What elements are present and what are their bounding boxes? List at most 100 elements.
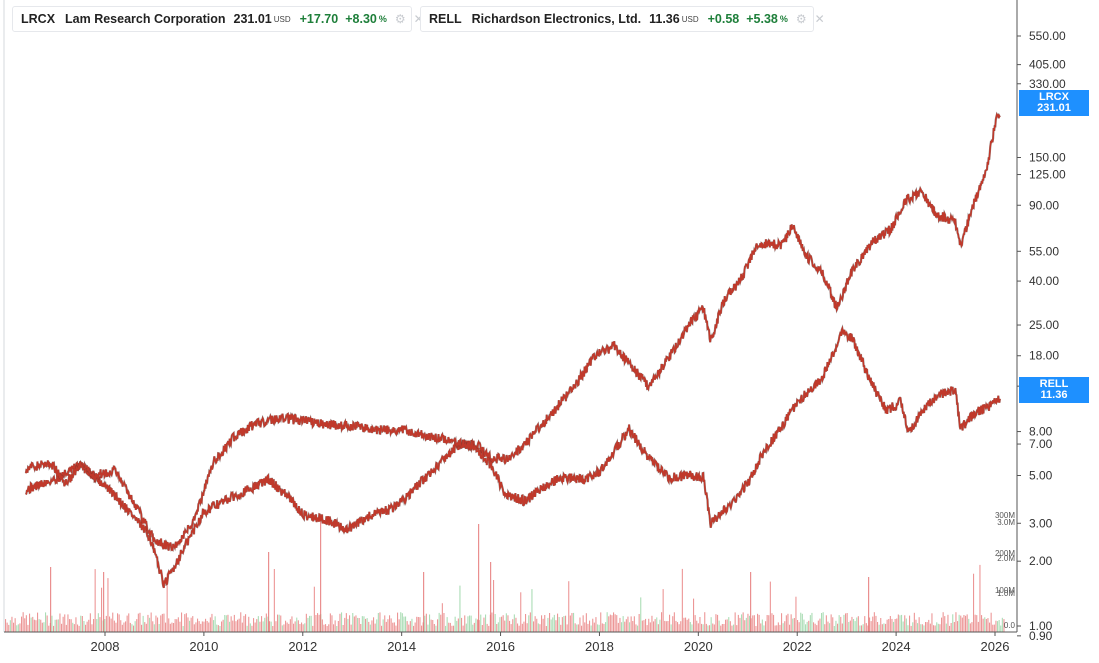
volume-bar <box>301 622 303 632</box>
volume-bar <box>651 615 653 632</box>
volume-bar <box>745 617 747 632</box>
volume-bar <box>749 615 751 632</box>
volume-bar <box>33 619 35 632</box>
volume-bar <box>534 616 536 632</box>
volume-bar <box>771 613 773 632</box>
legend-symbol: RELL <box>429 12 462 26</box>
volume-bar <box>763 625 765 632</box>
volume-bar <box>731 625 733 632</box>
series-lines <box>24 111 1001 589</box>
volume-bar <box>133 625 135 632</box>
volume-bar <box>725 619 727 632</box>
volume-bar <box>603 623 605 632</box>
volume-bar <box>653 621 655 632</box>
volume-bar <box>139 612 141 632</box>
volume-bar <box>649 622 651 632</box>
volume-bar <box>509 620 511 632</box>
volume-bar <box>237 619 239 632</box>
volume-bar <box>990 612 992 632</box>
volume-bar <box>798 622 800 632</box>
legend-change: +0.58 <box>707 12 740 26</box>
volume-bar <box>326 626 328 632</box>
volume-bar <box>166 573 168 632</box>
volume-bar <box>213 620 215 632</box>
volume-bar <box>641 620 643 632</box>
volume-bar <box>485 614 487 632</box>
close-icon[interactable]: ✕ <box>814 12 825 26</box>
volume-bar <box>377 613 379 632</box>
settings-icon[interactable]: ⚙ <box>795 12 807 26</box>
volume-bar <box>984 617 986 632</box>
x-tick-label: 2010 <box>189 639 218 654</box>
volume-bar <box>811 612 813 632</box>
volume-bar <box>325 624 327 632</box>
volume-bar <box>893 621 895 632</box>
volume-bar <box>657 624 659 632</box>
volume-bar <box>59 613 61 632</box>
volume-bar <box>37 612 39 632</box>
volume-bar <box>137 613 139 632</box>
volume-bar <box>968 618 970 632</box>
volume-bar <box>50 567 52 632</box>
volume-bar <box>619 617 621 632</box>
volume-bar <box>376 619 378 632</box>
volume-bar <box>22 612 24 632</box>
close-icon[interactable]: ✕ <box>413 12 424 26</box>
volume-bar <box>30 617 32 632</box>
volume-bar <box>949 625 951 632</box>
volume-bar <box>131 624 133 632</box>
volume-bar <box>432 620 434 632</box>
volume-bar <box>387 619 389 632</box>
volume-bar <box>136 619 138 632</box>
volume-bar <box>45 612 47 632</box>
volume-bar <box>901 614 903 632</box>
volume-bar <box>120 620 122 632</box>
volume-bar <box>813 622 815 632</box>
volume-bar <box>25 615 27 632</box>
volume-bar <box>865 623 867 632</box>
volume-bar <box>177 617 179 632</box>
volume-bar <box>421 625 423 632</box>
volume-bar <box>601 623 603 632</box>
volume-bar <box>733 624 735 632</box>
volume-bar <box>441 603 443 632</box>
volume-tick-label: 3.0M <box>997 518 1015 527</box>
legend-rell[interactable]: RELL Richardson Electronics, Ltd. 11.36 … <box>420 6 825 32</box>
volume-bar <box>81 616 83 632</box>
volume-bar <box>965 615 967 632</box>
volume-bar <box>405 616 407 632</box>
settings-icon[interactable]: ⚙ <box>394 12 406 26</box>
volume-bar <box>349 615 351 632</box>
volume-bar <box>790 614 792 632</box>
volume-bar <box>579 617 581 632</box>
volume-bar <box>801 613 803 632</box>
volume-bar <box>563 616 565 632</box>
volume-bar <box>755 626 757 632</box>
legend-change-pct: +8.30 <box>345 12 377 26</box>
volume-bar <box>734 612 736 632</box>
volume-bar <box>163 613 165 632</box>
volume-bar <box>613 612 615 632</box>
legend-lrcx[interactable]: LRCX Lam Research Corporation 231.01 USD… <box>12 6 424 32</box>
volume-bar <box>150 612 152 632</box>
volume-bar <box>646 625 648 632</box>
volume-bar <box>328 624 330 632</box>
volume-bar <box>502 615 504 632</box>
volume-bar <box>395 625 397 632</box>
volume-bar <box>9 620 11 632</box>
volume-bar <box>19 623 21 632</box>
volume-bar <box>721 624 723 632</box>
volume-bar <box>529 612 531 632</box>
volume-bar <box>814 623 816 632</box>
volume-bar <box>886 619 888 632</box>
volume-bar <box>400 612 402 632</box>
x-tick-label: 2020 <box>684 639 713 654</box>
volume-bar <box>313 586 315 632</box>
volume-bar <box>339 613 341 632</box>
volume-bar <box>995 620 997 632</box>
volume-bar <box>144 622 146 632</box>
volume-bar <box>429 614 431 632</box>
volume-bar <box>413 625 415 632</box>
volume-bar <box>438 612 440 632</box>
